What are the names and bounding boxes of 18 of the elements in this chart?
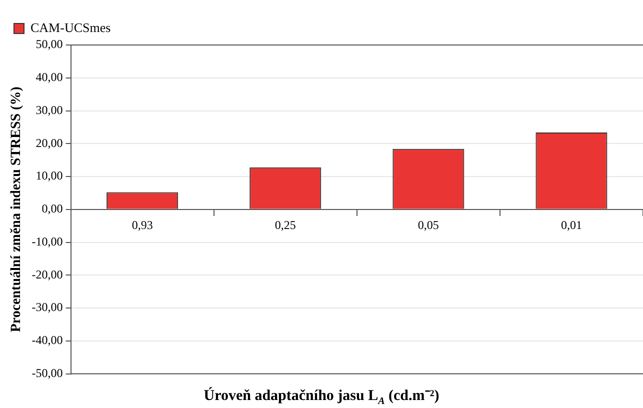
x-tick-label: 0,05 bbox=[418, 218, 439, 232]
x-tick-label: 0,25 bbox=[274, 218, 296, 232]
y-tick-label: -10,00 bbox=[32, 234, 63, 248]
y-tick-label: 10,00 bbox=[36, 168, 63, 183]
y-axis-title: Procentuální změna indexu STRESS (%) bbox=[9, 86, 24, 332]
y-tick-label: 50,00 bbox=[36, 37, 63, 52]
y-tick-label: -20,00 bbox=[32, 267, 63, 282]
x-axis-title: Úroveň adaptačního jasu L$_{A}$ (cd.m⁻²) bbox=[202, 386, 440, 407]
x-tick-label: 0,01 bbox=[560, 218, 582, 232]
y-tick-label: 30,00 bbox=[36, 102, 63, 117]
y-tick-label: 40,00 bbox=[36, 70, 63, 84]
y-tick-label: -30,00 bbox=[32, 300, 63, 314]
y-tick-label: -40,00 bbox=[32, 333, 63, 348]
y-tick-label: 20,00 bbox=[36, 136, 63, 150]
y-tick-label: -50,00 bbox=[32, 366, 63, 380]
x-tick-label: 0,93 bbox=[132, 218, 153, 232]
y-tick-label: 0,00 bbox=[42, 202, 63, 216]
legend-label: CAM-UCSmes bbox=[30, 20, 111, 35]
